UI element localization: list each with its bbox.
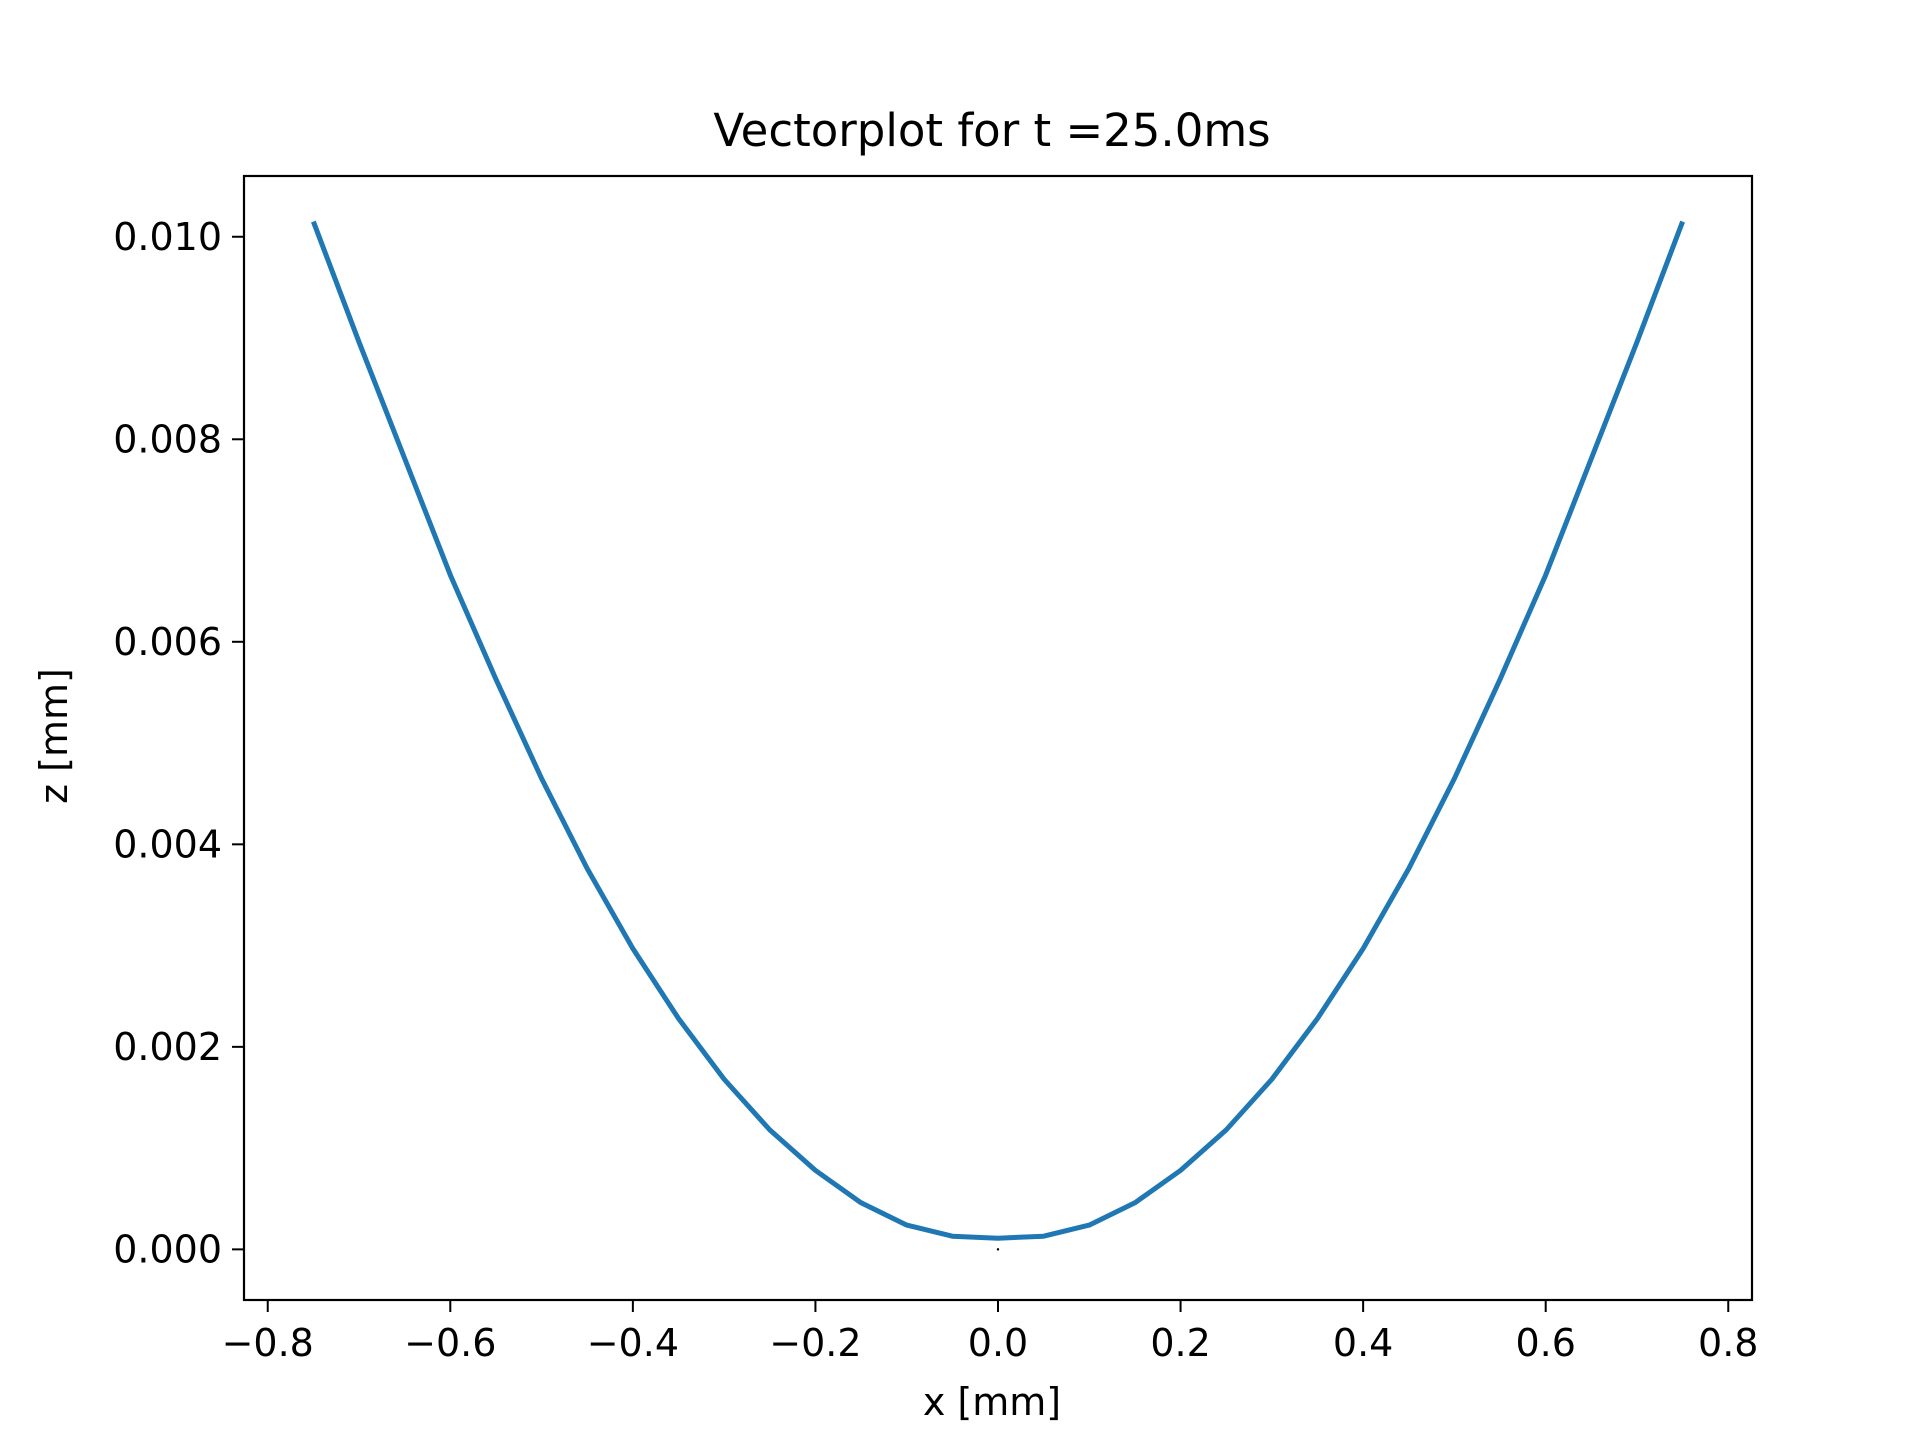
chart-title: Vectorplot for t =25.0ms	[713, 104, 1270, 157]
series-line-0	[311, 220, 1685, 1241]
x-tick-label: −0.2	[769, 1321, 861, 1365]
plot-frame	[242, 174, 1754, 1302]
y-axis-label: z [mm]	[32, 668, 76, 804]
x-axis: −0.8 −0.6 −0.4 −0.2 0.0 0.2 0.4 0.6 0.8	[222, 1300, 1758, 1365]
x-axis-label: x [mm]	[923, 1380, 1061, 1424]
y-tick-label: 0.000	[113, 1227, 222, 1271]
x-tick-label: −0.4	[587, 1321, 679, 1365]
y-tick-label: 0.006	[113, 620, 222, 664]
x-tick-label: 0.2	[1150, 1321, 1210, 1365]
y-tick-label: 0.004	[113, 822, 222, 866]
y-tick-label: 0.008	[113, 417, 222, 461]
x-tick-label: 0.6	[1515, 1321, 1575, 1365]
x-tick-label: 0.8	[1698, 1321, 1758, 1365]
y-tick-label: 0.010	[113, 215, 222, 259]
origin-marker-point	[996, 1248, 1000, 1251]
y-tick-label: 0.002	[113, 1025, 222, 1069]
x-tick-label: 0.4	[1333, 1321, 1393, 1365]
x-tick-label: −0.6	[404, 1321, 496, 1365]
y-axis: 0.000 0.002 0.004 0.006 0.008 0.010	[113, 215, 244, 1271]
x-tick-label: 0.0	[968, 1321, 1028, 1365]
plot-area	[242, 174, 1754, 1302]
x-tick-label: −0.8	[222, 1321, 314, 1365]
